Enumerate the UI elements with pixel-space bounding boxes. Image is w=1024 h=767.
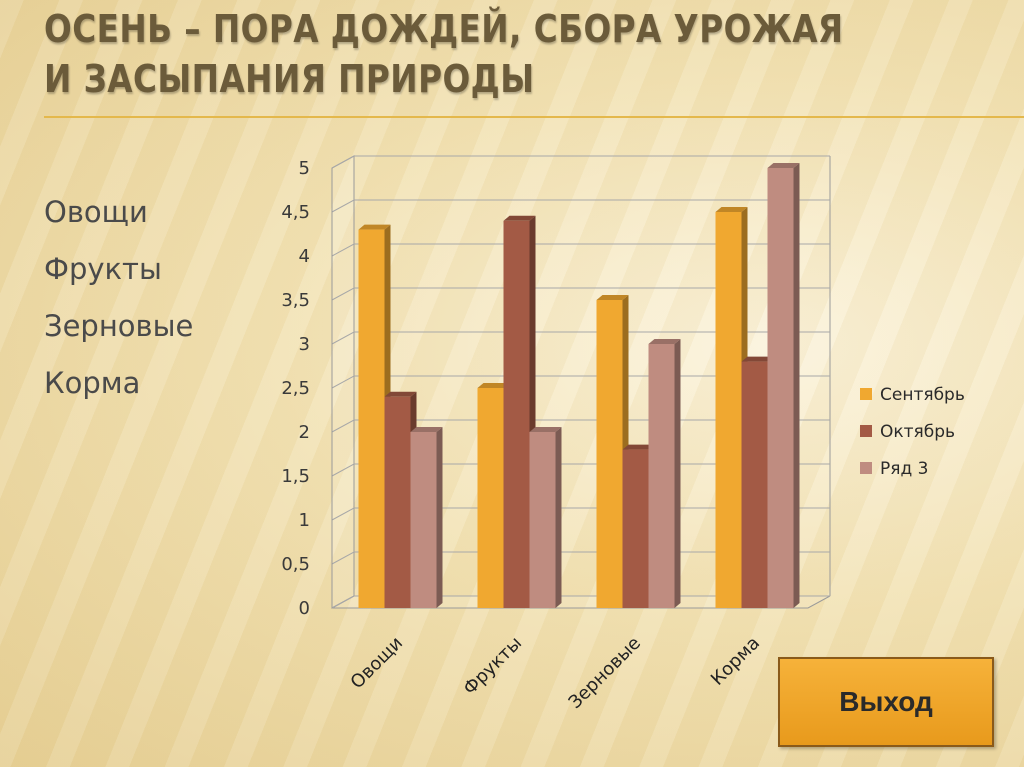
bar-top	[477, 383, 510, 388]
y-tick-label: 2,5	[281, 378, 310, 399]
bar	[741, 361, 768, 608]
y-tick-label: 0,5	[281, 554, 310, 575]
x-tick-label: Зерновые	[565, 633, 645, 713]
bar	[767, 168, 794, 608]
y-tick-label: 2	[299, 422, 310, 443]
bar	[622, 449, 649, 608]
category-list-item: Овощи	[44, 195, 148, 229]
legend-swatch	[860, 388, 872, 400]
bar-top	[767, 163, 800, 168]
bar-side	[436, 427, 443, 608]
bar	[648, 344, 675, 608]
exit-button[interactable]: Выход	[778, 657, 994, 747]
title-divider	[44, 116, 1024, 118]
bar	[596, 300, 623, 608]
legend-swatch	[860, 462, 872, 474]
bar-side	[555, 427, 562, 608]
bar-top	[596, 295, 629, 300]
y-tick-label: 4	[299, 246, 310, 267]
gridline	[331, 243, 830, 257]
y-tick-label: 4,5	[281, 202, 310, 223]
y-tick-label: 3,5	[281, 290, 310, 311]
x-tick-label: Корма	[707, 633, 764, 690]
page-title: ОСЕНЬ – ПОРА ДОЖДЕЙ, СБОРА УРОЖАЯ И ЗАСЫ…	[44, 7, 844, 101]
gridline	[331, 287, 830, 301]
bar-top	[384, 391, 417, 397]
category-list-item: Фрукты	[44, 252, 162, 286]
bar-side	[674, 339, 681, 608]
legend-label: Ряд 3	[880, 459, 928, 479]
bar-top	[503, 215, 536, 221]
bar-top	[648, 339, 681, 344]
bar-side	[793, 163, 800, 608]
category-list: Овощи Фрукты Зерновые Корма	[44, 190, 193, 418]
bar	[529, 432, 556, 608]
y-tick-label: 3	[299, 334, 310, 355]
bar-top	[358, 224, 391, 230]
y-tick-label: 1,5	[281, 466, 310, 487]
gridline	[331, 331, 830, 345]
legend-label: Октябрь	[880, 422, 955, 442]
x-tick-label: Овощи	[347, 633, 407, 693]
x-tick-label: Фрукты	[459, 633, 526, 700]
bar	[477, 388, 504, 608]
bar-top	[622, 444, 655, 450]
bar-top	[529, 427, 562, 432]
category-list-item: Зерновые	[44, 309, 194, 343]
gridline	[331, 199, 830, 213]
bar-top	[410, 427, 443, 432]
y-tick-label: 5	[299, 158, 310, 179]
y-tick-label: 1	[299, 510, 310, 531]
bar-top	[741, 356, 774, 362]
y-tick-label: 0	[299, 598, 310, 619]
legend-label: Сентябрь	[880, 385, 965, 405]
bar	[715, 212, 742, 608]
gridline	[331, 155, 830, 169]
bar	[503, 220, 530, 609]
legend-swatch	[860, 425, 872, 437]
bar-top	[715, 207, 748, 212]
bar	[358, 229, 385, 608]
category-list-item: Корма	[44, 366, 141, 400]
bar	[384, 396, 411, 608]
bar	[410, 432, 437, 608]
